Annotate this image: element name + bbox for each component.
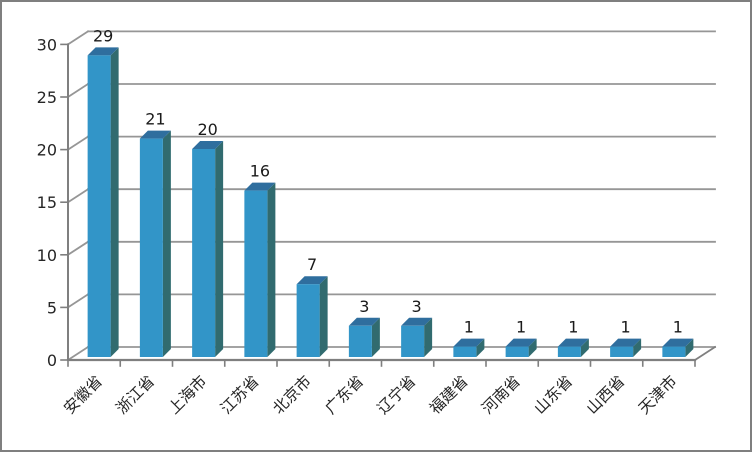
gridline-connector: [66, 82, 90, 99]
x-category-label: 广东省: [322, 372, 368, 418]
x-category-label: 上海市: [165, 372, 211, 418]
x-category-label: 辽宁省: [374, 372, 420, 418]
bar-广东省: [348, 325, 372, 357]
bar-side-face: [319, 276, 328, 357]
y-tick-label: 15: [37, 193, 57, 212]
bar-value-label: 1: [516, 318, 526, 337]
bar-side-face: [267, 182, 276, 357]
bar-side-face: [685, 338, 694, 357]
bar-side-face: [528, 338, 537, 357]
x-category-label: 天津市: [635, 372, 681, 418]
bar-value-label: 1: [621, 318, 631, 337]
bar-top-face: [662, 338, 694, 347]
bar-value-label: 1: [464, 318, 474, 337]
bar-top-face: [348, 317, 380, 326]
bar-value-label: 3: [359, 297, 369, 316]
bar-top-face: [505, 338, 537, 347]
bar-天津市: [662, 346, 686, 357]
y-tick-label: 0: [47, 351, 57, 370]
bar-value-label: 1: [568, 318, 578, 337]
gridline-connector: [66, 240, 90, 257]
x-category-label: 江苏省: [217, 372, 263, 418]
gridline-connector: [66, 135, 90, 151]
bar-top-face: [557, 338, 589, 347]
x-category-label: 安徽省: [60, 372, 106, 418]
bar-value-label: 20: [197, 120, 217, 139]
bar-浙江省: [139, 138, 163, 357]
bar-top-face: [610, 338, 642, 347]
bar-top-face: [244, 182, 276, 191]
x-category-label: 河南省: [478, 372, 524, 418]
bar-河南省: [505, 346, 529, 357]
bar-side-face: [162, 130, 171, 357]
bar-side-face: [110, 47, 119, 358]
y-tick-label: 5: [47, 298, 57, 317]
bar-side-face: [215, 141, 224, 357]
bar-side-face: [580, 338, 589, 357]
bar-江苏省: [244, 190, 268, 357]
gridline-connector: [66, 293, 90, 309]
bar-value-label: 29: [93, 26, 113, 45]
x-category-label: 北京市: [269, 372, 315, 418]
bar-top-face: [453, 338, 485, 347]
bar-value-label: 7: [307, 255, 317, 274]
gridline-connector: [66, 345, 90, 362]
bar-value-label: 3: [412, 297, 422, 316]
gridline-connector: [66, 187, 90, 204]
bar-辽宁省: [401, 325, 425, 357]
bar-value-label: 1: [673, 318, 683, 337]
bar-福建省: [453, 346, 477, 357]
bar-山西省: [610, 346, 634, 357]
y-tick-label: 25: [37, 88, 57, 107]
y-tick-label: 30: [37, 35, 57, 54]
bar-top-face: [87, 47, 119, 56]
bar-top-face: [296, 276, 328, 285]
x-category-label: 福建省: [426, 372, 472, 418]
bar-上海市: [192, 149, 216, 357]
bar-side-face: [371, 317, 380, 357]
bar-side-face: [424, 317, 433, 357]
x-category-label: 山东省: [531, 372, 577, 418]
bar-top-face: [401, 317, 433, 326]
bar-安徽省: [87, 55, 111, 358]
bar-北京市: [296, 284, 320, 357]
bar-山东省: [557, 346, 581, 357]
bar-value-label: 16: [250, 162, 270, 181]
bar-side-face: [476, 338, 485, 357]
bar-top-face: [139, 130, 171, 139]
gridline-connector: [66, 30, 90, 46]
bar-value-label: 21: [145, 110, 165, 129]
y-tick-label: 10: [37, 246, 57, 265]
y-tick-label: 20: [37, 141, 57, 160]
bar-top-face: [192, 141, 224, 149]
bar-side-face: [633, 338, 642, 357]
x-category-label: 浙江省: [113, 372, 159, 418]
x-axis-corner: [693, 345, 717, 362]
x-category-label: 山西省: [583, 372, 629, 418]
